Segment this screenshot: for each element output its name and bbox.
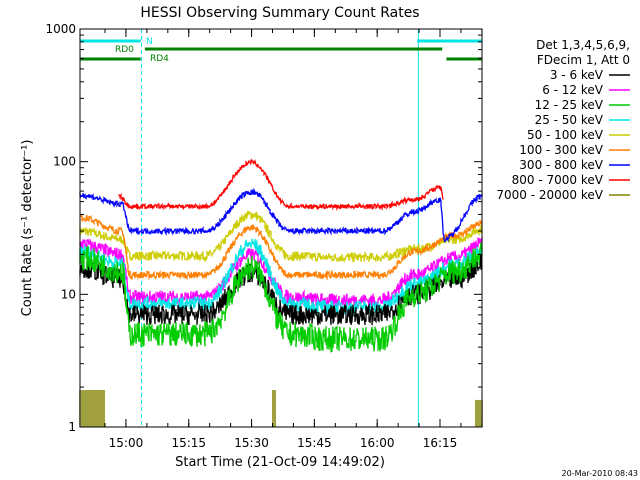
x-tick-label: 16:15 <box>423 436 458 450</box>
x-tick-label: 15:15 <box>171 436 206 450</box>
series-layer <box>79 158 483 427</box>
legend-header-line-2: FDecim 1, Att 0 <box>537 53 630 67</box>
series-trace-50-100keV <box>79 210 483 264</box>
legend-header-line-1: Det 1,3,4,5,6,9, <box>536 38 630 52</box>
plot-frame <box>79 28 483 428</box>
legend: Det 1,3,4,5,6,9, FDecim 1, Att 0 3 - 6 k… <box>496 38 630 202</box>
series-trace-300-800keV <box>79 187 483 243</box>
x-tick-label: 15:30 <box>234 436 269 450</box>
y-tick-label: 1000 <box>45 22 76 36</box>
annotation-layer: N RD0 RD4 <box>79 29 483 427</box>
legend-entry-label: 300 - 800 keV <box>519 158 603 172</box>
x-axis-label: Start Time (21-Oct-09 14:49:02) <box>175 455 385 470</box>
y-tick-label: 1 <box>68 420 76 434</box>
y-axis: 1 10 100 1000 <box>45 22 482 434</box>
legend-entry-label: 3 - 6 keV <box>550 68 604 82</box>
series-trace-100-300keV <box>79 214 483 281</box>
state-bar-label: RD4 <box>150 54 169 64</box>
footer-timestamp: 20-Mar-2010 08:43 <box>562 469 639 478</box>
legend-entry-label: 12 - 25 keV <box>535 98 604 112</box>
x-tick-label: 15:45 <box>297 436 332 450</box>
legend-entry-label: 7000 - 20000 keV <box>496 188 603 202</box>
state-bar-label: N <box>146 37 153 47</box>
x-tick-label: 16:00 <box>360 436 395 450</box>
series-trace-800-7000keV <box>118 158 444 212</box>
legend-entry-label: 50 - 100 keV <box>527 128 604 142</box>
y-axis-label: Count Rate (s⁻¹ detector⁻¹) <box>20 140 35 317</box>
y-tick-label: 100 <box>53 155 76 169</box>
legend-entry-label: 800 - 7000 keV <box>512 173 604 187</box>
x-axis: 15:00 15:15 15:30 15:45 16:00 16:15 <box>104 29 483 450</box>
y-tick-label: 10 <box>61 287 76 301</box>
legend-entry-label: 25 - 50 keV <box>535 113 604 127</box>
series-trace-12-25keV <box>79 242 483 353</box>
x-tick-label: 15:00 <box>109 436 144 450</box>
series-trace-3-6keV <box>79 254 483 326</box>
chart-title: HESSI Observing Summary Count Rates <box>140 5 419 21</box>
legend-entry-label: 6 - 12 keV <box>542 83 604 97</box>
legend-entry-label: 100 - 300 keV <box>519 143 603 157</box>
state-bar-label: RD0 <box>115 45 134 55</box>
